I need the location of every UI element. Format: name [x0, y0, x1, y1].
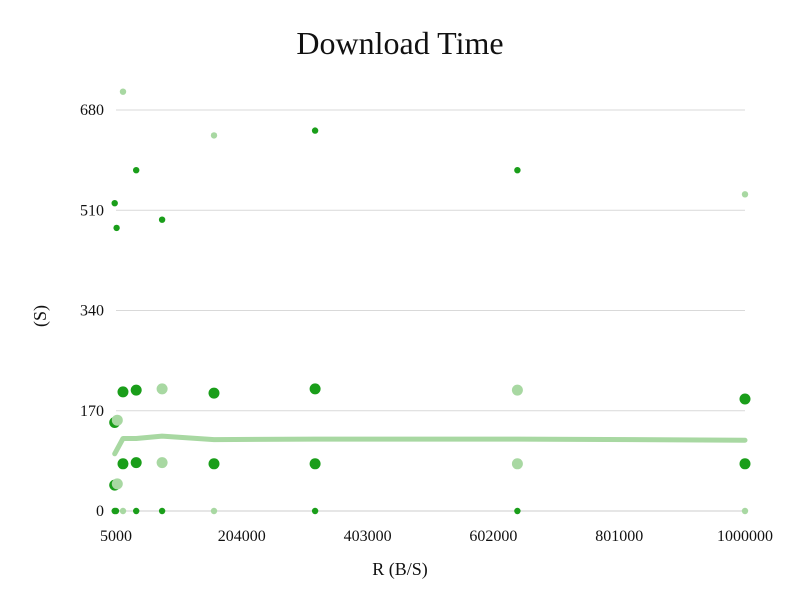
y-axis-label: (S): [30, 305, 51, 327]
data-point: [739, 393, 751, 405]
trend-line: [112, 433, 748, 457]
data-point: [111, 478, 123, 490]
data-point: [511, 384, 523, 396]
data-point: [741, 191, 749, 198]
data-point: [111, 200, 118, 207]
data-point: [156, 383, 168, 395]
data-point: [208, 458, 220, 470]
data-point: [739, 458, 751, 470]
data-point: [130, 457, 142, 469]
y-tick-label: 170: [80, 403, 104, 420]
data-point: [210, 132, 218, 139]
data-points: [109, 88, 751, 515]
x-tick-label: 403000: [344, 528, 392, 545]
y-tick-label: 340: [80, 303, 104, 320]
data-point: [112, 507, 120, 515]
data-point: [113, 224, 120, 232]
data-point: [311, 507, 319, 515]
x-tick-label: 204000: [218, 528, 266, 545]
trend-layer: [112, 433, 748, 457]
data-point: [514, 167, 521, 174]
data-point: [133, 167, 140, 174]
data-point: [158, 507, 166, 515]
data-point: [111, 414, 123, 426]
data-point: [117, 386, 129, 398]
data-point: [514, 507, 521, 515]
x-axis-ticks: 5000 204000 403000 602000 801000 1000000: [100, 528, 773, 545]
x-axis-label: R (B/S): [372, 559, 428, 580]
data-point: [309, 458, 321, 470]
y-tick-label: 680: [80, 102, 104, 119]
x-tick-label: 1000000: [717, 528, 773, 545]
x-tick-label: 801000: [595, 528, 643, 545]
data-point: [117, 458, 129, 470]
y-tick-label: 0: [96, 503, 104, 520]
data-point: [119, 88, 127, 95]
data-point: [156, 457, 168, 469]
data-point: [133, 507, 140, 515]
x-tick-label: 5000: [100, 528, 132, 545]
data-point: [210, 507, 218, 515]
grid-lines: [116, 109, 745, 512]
data-point: [311, 127, 319, 134]
x-tick-label: 602000: [469, 528, 517, 545]
data-point: [208, 387, 220, 399]
data-point: [309, 383, 321, 395]
y-tick-label: 510: [80, 202, 104, 219]
chart-title: Download Time: [296, 25, 503, 61]
data-point: [119, 507, 127, 515]
data-point: [130, 384, 142, 396]
data-point: [511, 458, 523, 470]
data-point: [741, 507, 749, 515]
y-axis-ticks: 0 170 340 510 680: [80, 102, 104, 520]
data-point: [158, 216, 166, 223]
